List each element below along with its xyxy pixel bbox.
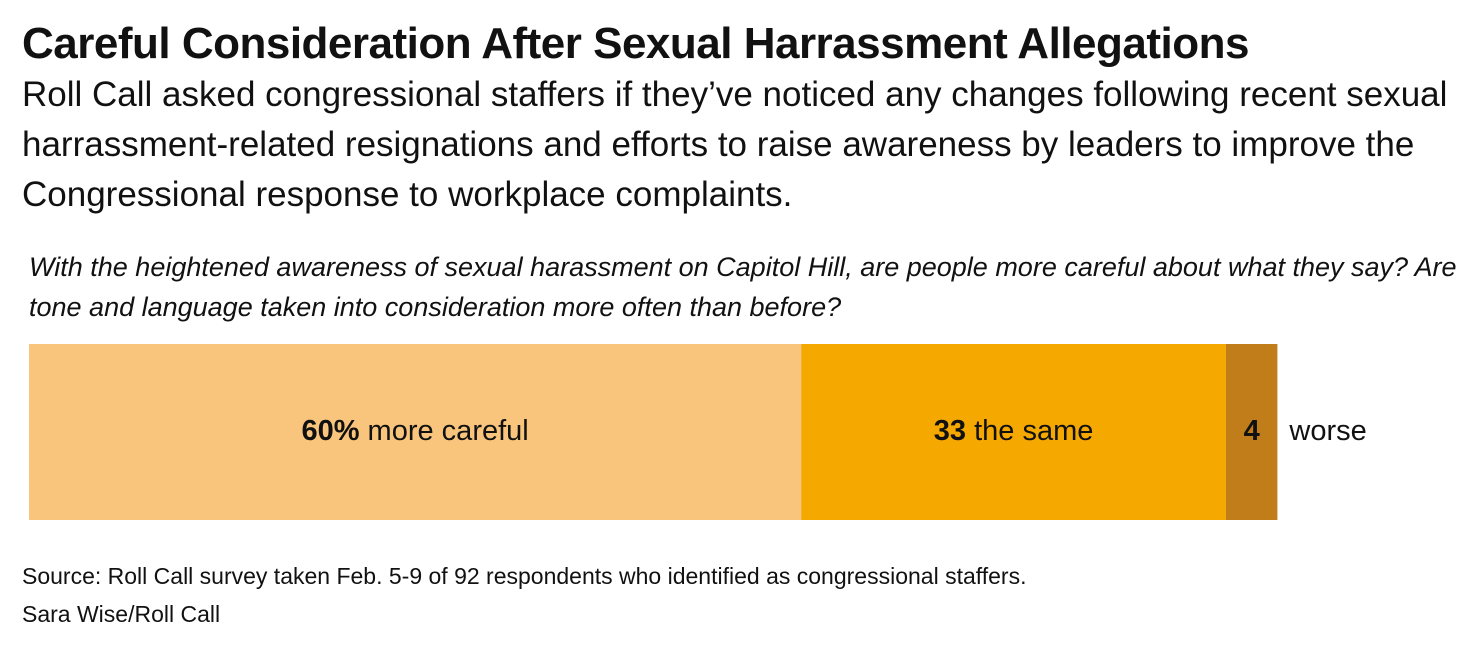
segment-outside-label: worse [1288,415,1366,447]
segment-label-the-same: 33 the same [934,415,1094,447]
credit-line: Sara Wise/Roll Call [22,601,221,627]
chart-subtitle: Roll Call asked congressional staffers i… [22,75,1448,214]
segment-category: more careful [360,415,529,447]
segment-value: 33 [934,415,966,447]
segment-label-worse: 4 [1244,415,1260,447]
segment-label-more-careful: 60% more careful [301,415,528,447]
bar-segment-more-careful [29,344,802,520]
segment-value: 4 [1244,415,1260,447]
footer: Source: Roll Call survey taken Feb. 5-9 … [22,557,1026,633]
source-note: Source: Roll Call survey taken Feb. 5-9 … [22,563,1027,589]
segment-value: 60% [301,415,359,447]
stacked-bar-chart: 60% more careful 33 the same worse 4 [29,344,1367,520]
survey-question: With the heightened awareness of sexual … [29,252,1457,322]
segment-category: the same [966,415,1093,447]
bar-segment-worse [1225,344,1278,520]
chart-title: Careful Consideration After Sexual Harra… [22,19,1249,68]
bar-segment-the-same [801,344,1226,520]
